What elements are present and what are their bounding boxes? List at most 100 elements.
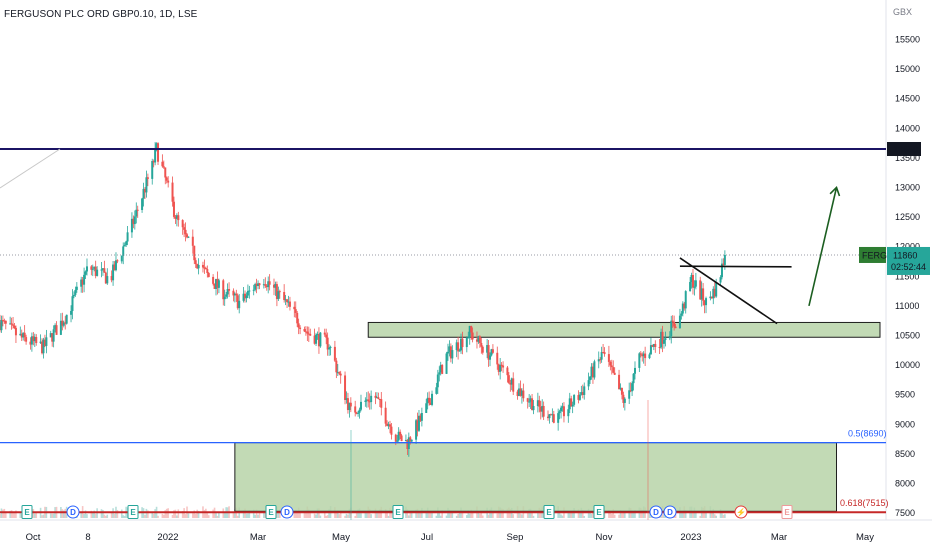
volume-bar <box>161 513 164 518</box>
candle-body <box>146 177 149 179</box>
event-marker-earnings[interactable]: E <box>543 505 555 519</box>
volume-bar <box>631 510 633 518</box>
event-marker-glyph: D <box>667 508 673 517</box>
volume-bar <box>416 508 419 518</box>
volume-bar <box>431 511 433 518</box>
event-marker-dividend[interactable]: D <box>280 505 294 519</box>
candle-body <box>425 403 428 413</box>
event-marker-earnings[interactable]: E <box>392 505 404 519</box>
candle-body <box>590 366 593 377</box>
candle-body <box>141 198 144 210</box>
volume-bar <box>429 510 432 518</box>
candle-body <box>184 229 187 235</box>
event-marker-box <box>392 505 404 519</box>
candle-body <box>1 319 4 321</box>
candle-body <box>536 400 539 407</box>
event-marker-dividend[interactable]: D <box>649 505 663 519</box>
volume-bar <box>86 514 88 518</box>
volume-bar <box>390 509 393 518</box>
volume-bar <box>519 513 522 518</box>
candle-body <box>123 245 126 247</box>
candle-body <box>477 336 480 342</box>
fib-618-label: 0.618(7515) <box>840 498 889 508</box>
volume-bar <box>477 510 480 518</box>
event-markers[interactable]: E D E E D E E E D D ⚡ E <box>21 505 793 519</box>
candle-body <box>664 338 667 341</box>
event-marker-dividend[interactable]: D <box>66 505 80 519</box>
event-marker-split[interactable]: ⚡ <box>734 505 748 519</box>
volume-bar <box>419 511 422 518</box>
volume-bar <box>518 511 520 518</box>
volume-bar <box>144 514 146 518</box>
candle-body <box>448 346 451 352</box>
event-marker-dividend[interactable]: D <box>663 505 677 519</box>
candle-body <box>3 320 6 322</box>
volume-bar <box>568 511 571 518</box>
candle-body <box>10 323 13 325</box>
candle-body <box>518 388 521 396</box>
candle-body <box>660 331 663 348</box>
event-marker-earnings[interactable]: E <box>127 505 139 519</box>
volume-bar <box>19 513 22 518</box>
volume-bar <box>663 512 665 518</box>
candle-body <box>499 364 502 372</box>
candle-body <box>610 365 613 368</box>
candle-body <box>661 331 664 344</box>
candle-body <box>441 364 444 374</box>
candle-body <box>333 346 336 361</box>
candle-body <box>345 398 348 401</box>
volume-bar <box>120 509 123 518</box>
event-marker-glyph: D <box>70 508 76 517</box>
candle-body <box>631 383 634 392</box>
x-tick-label: Mar <box>250 532 266 543</box>
candle-body <box>114 260 117 271</box>
candle-body <box>591 366 594 378</box>
volume-bar <box>174 509 177 518</box>
candle-body <box>713 288 716 297</box>
candle-body <box>164 167 167 178</box>
volume-bar <box>10 510 13 518</box>
volume-bar <box>247 513 249 518</box>
candle-body <box>358 409 361 413</box>
candle-body <box>262 284 265 286</box>
volume-bar <box>632 512 635 518</box>
volume-bar <box>338 514 341 518</box>
candle-body <box>609 361 612 366</box>
volume-bar <box>277 510 280 518</box>
volume-bar <box>184 514 187 518</box>
volume-bar <box>641 509 644 518</box>
event-marker-earnings[interactable]: E <box>265 505 277 519</box>
volume-bar <box>264 512 267 518</box>
candle-body <box>19 333 22 336</box>
candle-body <box>296 312 299 324</box>
event-marker-glyph: D <box>653 508 659 517</box>
volume-bar <box>583 515 586 518</box>
candle-body <box>467 337 470 339</box>
candle-body <box>458 350 461 352</box>
volume-bar <box>458 511 461 518</box>
x-tick-label: 2022 <box>157 532 178 543</box>
candle-body <box>254 284 257 290</box>
candle-body <box>329 346 332 348</box>
candle-body <box>41 341 44 354</box>
candle-body <box>294 309 297 313</box>
volume-bar <box>177 509 180 518</box>
candle-body <box>431 393 434 405</box>
price-label-13650: 13650 <box>893 145 918 155</box>
volume-bar <box>357 509 359 518</box>
zone-1 <box>367 321 881 338</box>
y-tick-label: 13500 <box>895 153 920 163</box>
candle-body <box>623 398 626 403</box>
volume-bar <box>428 510 430 518</box>
volume-bar <box>90 510 93 518</box>
event-marker-earnings[interactable]: E <box>593 505 605 519</box>
candle-body <box>429 402 432 405</box>
event-marker-earnings[interactable]: E <box>21 505 33 519</box>
volume-bar <box>410 510 413 518</box>
candle-body <box>628 390 631 399</box>
candle-body <box>532 406 535 411</box>
volume-bar <box>521 514 523 518</box>
event-marker-earnings-upcoming[interactable]: E <box>781 505 793 519</box>
